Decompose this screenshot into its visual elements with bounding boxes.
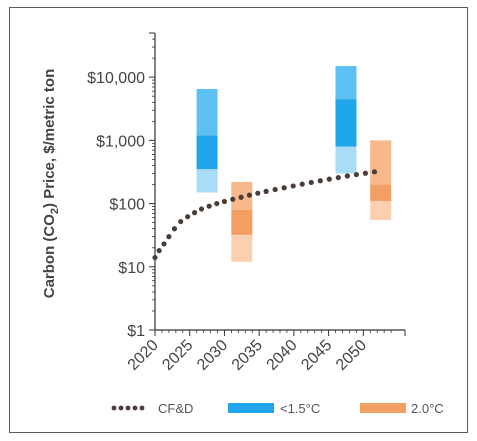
range-bar-upper [196, 89, 218, 136]
cfd-point [166, 234, 172, 240]
legend-label-cfd: CF&D [158, 401, 193, 416]
legend-cfd-dot [132, 405, 138, 411]
chart: $1$10$100$1,000$10,000 20202025203020352… [41, 32, 444, 416]
x-tick-label: 2030 [194, 337, 231, 374]
range-bar-lower [335, 146, 357, 174]
range-bar-core [370, 184, 392, 201]
range-bar-lower [196, 169, 218, 193]
y-tick-label: $100 [109, 197, 145, 214]
cfd-point [290, 183, 296, 189]
cfd-point [246, 192, 253, 198]
cfd-point [335, 174, 341, 181]
y-axis-ticks: $1 $10 $100 $1,000 $10,000 [87, 32, 155, 340]
cfd-point [185, 214, 191, 220]
legend-cfd-dot [111, 405, 117, 411]
legend-cfd-dot [118, 405, 124, 411]
cfd-point [263, 188, 269, 194]
cfd-point [178, 218, 184, 225]
cfd-point [317, 178, 323, 184]
cfd-point [221, 198, 228, 205]
range-bar-upper [370, 140, 392, 185]
cfd-point [344, 173, 350, 179]
y-tick-label: $10 [118, 260, 145, 277]
cfd-point [362, 170, 369, 176]
legend-label-2-0c: 2.0°C [411, 401, 444, 416]
x-tick-label: 2040 [264, 337, 301, 374]
legend: CF&D <1.5°C 2.0°C [111, 401, 444, 416]
legend-cfd-dot [125, 405, 131, 411]
cfd-point [353, 171, 359, 178]
x-tick-label: 2045 [298, 337, 335, 374]
y-axis-label: Carbon (CO2) Price, $/metric ton [41, 69, 61, 299]
cfd-point [230, 196, 236, 202]
cfd-point [161, 241, 167, 247]
cfd-point [371, 169, 378, 175]
cfd-point [326, 176, 332, 182]
cfd-point [156, 248, 162, 254]
range-bar-core [335, 99, 357, 147]
cfd-point [206, 203, 212, 209]
chart-frame: $1 $10 $100 $1,000 $10,000 2020 2025 2030 2035 2… [9, 7, 468, 433]
cfd-point [299, 181, 305, 187]
range-bar-core [196, 135, 218, 170]
cfd-series [152, 169, 378, 261]
range-bar-core [231, 209, 253, 235]
legend-label-1-5c: <1.5°C [280, 401, 320, 416]
legend-swatch-1-5c [228, 403, 274, 413]
cfd-point [308, 179, 314, 186]
range-bar-lower [231, 234, 253, 262]
cfd-point [214, 200, 220, 207]
cfd-point [191, 210, 198, 216]
legend-cfd-dot [139, 405, 145, 411]
cfd-point [171, 226, 178, 232]
cfd-point [198, 206, 205, 212]
range-bar-lower [370, 200, 392, 220]
cfd-point [238, 194, 244, 200]
x-tick-label: 2035 [229, 337, 266, 374]
cfd-point [255, 190, 261, 196]
x-tick-label: 2020 [125, 337, 162, 374]
cfd-point [281, 185, 287, 191]
y-axis-label-pre: Carbon (CO [41, 214, 58, 298]
cfd-point [152, 254, 158, 261]
y-tick-label: $1,000 [96, 133, 145, 150]
range-bar-upper [335, 66, 357, 100]
x-tick-label: 2050 [333, 337, 370, 374]
y-tick-label: $1 [127, 323, 145, 340]
cfd-point [272, 186, 278, 193]
y-axis-label-post: ) Price, $/metric ton [41, 69, 58, 208]
legend-swatch-2-0c [360, 403, 406, 413]
x-tick-label: 2025 [159, 337, 196, 374]
y-tick-label: $10,000 [87, 70, 145, 87]
y-axis-label-sub: 2 [49, 208, 61, 214]
range-bars [196, 66, 392, 262]
